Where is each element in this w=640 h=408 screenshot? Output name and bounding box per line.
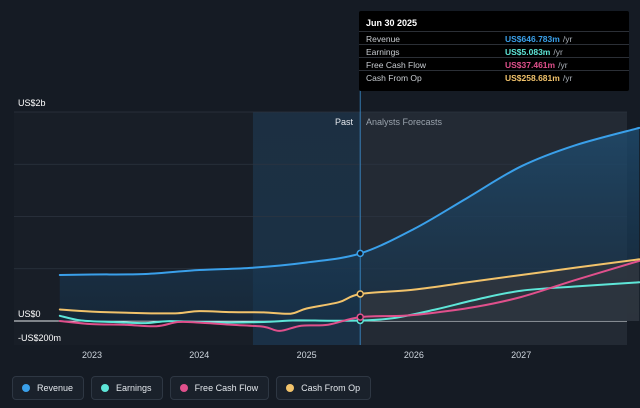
series-lines (58, 126, 640, 332)
free-cash-flow-dot-icon (179, 384, 188, 392)
tooltip-value: US$5.083m (505, 47, 551, 57)
x-tick-label: 2027 (511, 350, 531, 360)
tooltip-label: Free Cash Flow (366, 60, 426, 70)
x-tick-label: 2025 (297, 350, 317, 360)
revenue-marker[interactable] (356, 249, 364, 258)
legend-label: Cash From Op (301, 383, 361, 393)
free-cash-flow-marker[interactable] (356, 313, 364, 321)
tooltip-value: US$37.461m (505, 60, 556, 70)
legend-label: Free Cash Flow (194, 383, 259, 393)
revenue-dot-icon (22, 384, 30, 392)
tooltip-value: US$646.783m (505, 34, 560, 44)
x-tick-label: 2026 (404, 350, 424, 360)
earnings-dot-icon (101, 384, 110, 392)
tooltip-label: Cash From Op (366, 73, 422, 83)
cash-from-op-line (58, 258, 640, 315)
cash-from-op-marker[interactable] (356, 290, 364, 298)
tooltip-unit: /yr (558, 60, 568, 70)
forecast-below-area (360, 259, 640, 321)
tooltip-label: Revenue (366, 34, 401, 44)
cash-from-op-dot-icon (286, 384, 295, 392)
legend-label: Revenue (37, 383, 74, 393)
legend-item-revenue[interactable]: Revenue (12, 376, 85, 400)
tooltip-label: Earnings (366, 47, 400, 57)
tooltip-value: US$258.681m (505, 73, 560, 83)
y-label-top: US$2b (18, 98, 46, 108)
tooltip-row-earnings: Earnings US$5.083m/yr (359, 44, 629, 58)
tooltip-row-revenue: Revenue US$646.783m/yr (359, 31, 629, 45)
y-label-bottom: -US$200m (18, 333, 61, 343)
x-tick-label: 2023 (82, 350, 102, 360)
series-markers (356, 249, 364, 325)
y-label-zero: US$0 (18, 309, 41, 319)
tooltip: Jun 30 2025 Revenue US$646.783m/yr Earni… (359, 11, 629, 91)
tooltip-date: Jun 30 2025 (366, 18, 418, 28)
legend-item-cash-from-op[interactable]: Cash From Op (276, 376, 372, 400)
revenue-line (58, 126, 640, 276)
legend-label: Earnings (116, 383, 152, 393)
legend-item-earnings[interactable]: Earnings (91, 376, 163, 400)
tooltip-unit: /yr (562, 73, 573, 83)
tooltip-unit: /yr (562, 34, 573, 44)
x-axis-ticks: 2023 2024 2025 2026 2027 (82, 350, 531, 360)
past-label: Past (335, 117, 354, 127)
x-tick-label: 2024 (189, 350, 209, 360)
legend: Revenue Earnings Free Cash Flow Cash Fro… (12, 376, 372, 400)
tooltip-unit: /yr (553, 47, 563, 57)
legend-item-free-cash-flow[interactable]: Free Cash Flow (169, 376, 270, 400)
forecast-label: Analysts Forecasts (366, 117, 443, 127)
revenue-area (59, 127, 640, 322)
tooltip-row-free-cash-flow: Free Cash Flow US$37.461m/yr (359, 57, 629, 71)
tooltip-row-cash-from-op: Cash From Op US$258.681m/yr (359, 70, 629, 84)
earnings-line (58, 281, 640, 325)
free-cash-flow-line (58, 259, 640, 332)
